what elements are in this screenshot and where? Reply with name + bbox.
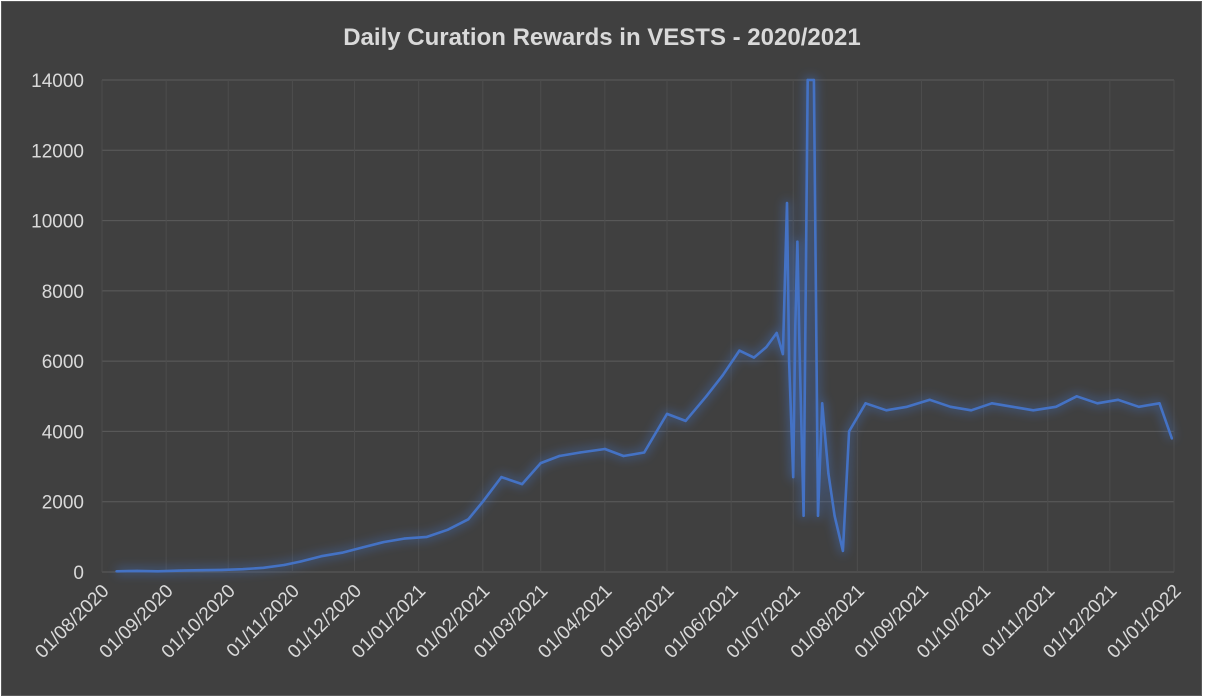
- series-curation-rewards: [115, 76, 1176, 575]
- data-point: [1096, 402, 1099, 405]
- data-point: [1116, 398, 1120, 401]
- data-point: [382, 540, 385, 544]
- data-point: [558, 454, 561, 458]
- data-point: [115, 570, 118, 573]
- data-point: [806, 78, 809, 82]
- data-point: [798, 342, 801, 345]
- data-point: [446, 528, 449, 531]
- data-point: [812, 78, 816, 82]
- data-point: [785, 201, 789, 205]
- data-point: [827, 472, 830, 475]
- data-point: [802, 514, 805, 517]
- data-point: [520, 482, 524, 486]
- data-point: [1075, 395, 1078, 398]
- data-point: [603, 447, 607, 451]
- series-glow-0: [116, 76, 1176, 575]
- data-point: [320, 555, 323, 558]
- data-point: [200, 569, 203, 572]
- y-tick-label: 2000: [42, 493, 84, 514]
- data-point: [1158, 402, 1161, 405]
- data-point: [781, 352, 785, 356]
- data-point: [833, 514, 836, 517]
- data-point: [990, 402, 994, 405]
- data-point: [262, 566, 265, 569]
- data-point: [665, 412, 669, 416]
- data-point: [928, 398, 931, 401]
- data-point: [578, 451, 582, 454]
- series-line-0: [116, 78, 1174, 573]
- y-axis-ticks: 0 2000 4000 6000 8000 10000 12000 14000: [31, 71, 84, 584]
- y-tick-label: 10000: [31, 212, 84, 233]
- data-point: [467, 518, 470, 521]
- data-point: [905, 405, 909, 408]
- data-point: [1011, 405, 1014, 408]
- data-point: [885, 409, 888, 412]
- data-point: [156, 570, 160, 573]
- data-point: [622, 454, 625, 458]
- data-point: [794, 324, 797, 328]
- data-point: [821, 402, 824, 405]
- data-point: [792, 475, 795, 479]
- data-point: [220, 568, 224, 572]
- y-tick-label: 14000: [31, 71, 84, 92]
- data-point: [299, 560, 302, 563]
- data-point: [136, 569, 139, 573]
- y-tick-label: 8000: [42, 282, 84, 303]
- y-tick-label: 4000: [42, 422, 84, 443]
- grid: [101, 79, 1175, 573]
- data-point: [500, 475, 503, 479]
- data-point: [864, 402, 867, 405]
- data-point: [816, 514, 820, 517]
- data-point: [1137, 405, 1141, 408]
- data-point: [1170, 437, 1174, 440]
- y-tick-label: 0: [73, 563, 84, 584]
- y-tick-label: 12000: [31, 141, 84, 162]
- chart-title: Daily Curation Rewards in VESTS - 2020/2…: [343, 24, 861, 51]
- data-point: [340, 551, 344, 554]
- data-point: [765, 345, 768, 349]
- data-point: [402, 537, 406, 540]
- data-point: [1054, 405, 1058, 408]
- data-point: [179, 569, 182, 572]
- data-point: [643, 451, 646, 454]
- data-point: [481, 500, 484, 503]
- data-point: [425, 535, 429, 539]
- data-point: [841, 549, 845, 553]
- data-point: [738, 349, 741, 352]
- y-tick-label: 6000: [42, 352, 84, 373]
- data-point: [847, 430, 851, 433]
- data-point: [949, 405, 952, 408]
- data-point: [787, 359, 791, 363]
- data-point: [684, 419, 687, 423]
- data-point: [752, 356, 756, 359]
- data-point: [705, 395, 708, 398]
- data-point: [970, 409, 973, 412]
- data-point: [796, 240, 799, 243]
- data-point: [775, 331, 778, 335]
- data-point: [721, 374, 724, 377]
- data-point: [241, 568, 244, 571]
- data-point: [539, 461, 542, 465]
- data-point: [282, 563, 286, 567]
- data-point: [361, 546, 364, 549]
- data-point: [1032, 409, 1035, 412]
- x-axis-ticks: 01/08/202001/09/202001/10/202001/11/2020…: [31, 581, 1185, 663]
